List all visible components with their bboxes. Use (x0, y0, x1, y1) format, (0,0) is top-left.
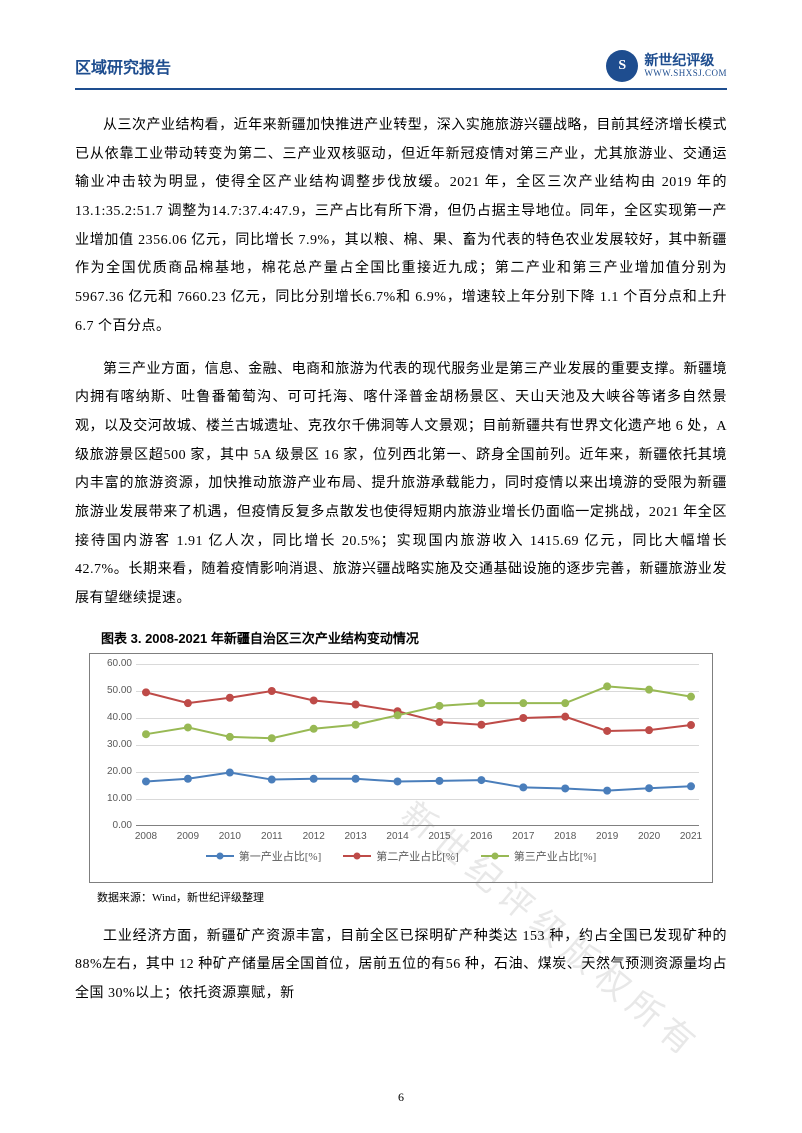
legend-item: 第二产业占比[%] (343, 848, 459, 864)
chart-marker (477, 720, 485, 728)
y-tick-label: 60.00 (98, 658, 132, 669)
paragraph-2: 第三产业方面，信息、金融、电商和旅游为代表的现代服务业是第三产业发展的重要支撑。… (75, 356, 727, 614)
chart-marker (687, 782, 695, 790)
chart-marker (352, 720, 360, 728)
x-tick-label: 2019 (596, 831, 618, 842)
x-tick-label: 2015 (428, 831, 450, 842)
chart-marker (394, 777, 402, 785)
chart-marker (435, 777, 443, 785)
chart-marker (352, 700, 360, 708)
x-tick-label: 2009 (177, 831, 199, 842)
legend-line-icon (206, 855, 234, 857)
y-tick-label: 30.00 (98, 739, 132, 750)
y-tick-label: 0.00 (98, 820, 132, 831)
chart-marker (687, 721, 695, 729)
chart-marker (226, 768, 234, 776)
figure-title: 图表 3. 2008-2021 年新疆自治区三次产业结构变动情况 (75, 628, 727, 647)
legend-item: 第三产业占比[%] (481, 848, 597, 864)
legend-marker-icon (491, 852, 498, 859)
logo-url: WWW.SHXSJ.COM (644, 69, 727, 79)
page-number: 6 (398, 1090, 404, 1105)
chart-marker (519, 783, 527, 791)
paragraph-3: 工业经济方面，新疆矿产资源丰富，目前全区已探明矿产种类达 153 种，约占全国已… (75, 923, 727, 1009)
chart-marker (268, 734, 276, 742)
page-header: 区域研究报告 S 新世纪评级 WWW.SHXSJ.COM (75, 50, 727, 90)
chart-container: 0.00 10.00 20.00 30.00 40.00 50.00 60.00 2008 20… (89, 653, 713, 883)
chart-legend: 第一产业占比[%] 第二产业占比[%] 第三产业占比[%] (98, 848, 704, 864)
chart-marker (352, 774, 360, 782)
header-logo: S 新世纪评级 WWW.SHXSJ.COM (606, 50, 727, 82)
x-tick-label: 2012 (303, 831, 325, 842)
chart-marker (519, 714, 527, 722)
x-tick-label: 2018 (554, 831, 576, 842)
x-tick-label: 2016 (470, 831, 492, 842)
chart-marker (645, 726, 653, 734)
chart-marker (477, 776, 485, 784)
logo-text: 新世纪评级 (644, 53, 727, 68)
chart-marker (226, 733, 234, 741)
chart-svg (136, 664, 701, 826)
legend-item: 第一产业占比[%] (206, 848, 322, 864)
y-tick-label: 20.00 (98, 766, 132, 777)
y-tick-label: 40.00 (98, 712, 132, 723)
chart-marker (268, 687, 276, 695)
legend-label: 第一产业占比[%] (239, 848, 322, 864)
chart-marker (310, 724, 318, 732)
y-tick-label: 50.00 (98, 685, 132, 696)
chart-marker (184, 723, 192, 731)
header-title: 区域研究报告 (75, 54, 171, 78)
chart-marker (310, 696, 318, 704)
x-tick-label: 2021 (680, 831, 702, 842)
chart-marker (687, 692, 695, 700)
chart-marker (519, 699, 527, 707)
y-tick-label: 10.00 (98, 793, 132, 804)
chart-marker (645, 685, 653, 693)
chart-marker (226, 693, 234, 701)
legend-marker-icon (216, 852, 223, 859)
x-tick-label: 2011 (261, 831, 283, 842)
chart-marker (561, 712, 569, 720)
legend-label: 第二产业占比[%] (376, 848, 459, 864)
x-tick-label: 2014 (386, 831, 408, 842)
chart-marker (142, 688, 150, 696)
legend-marker-icon (354, 852, 361, 859)
x-tick-label: 2010 (219, 831, 241, 842)
chart-source: 数据来源：Wind，新世纪评级整理 (75, 889, 727, 905)
chart-marker (142, 730, 150, 738)
x-tick-label: 2008 (135, 831, 157, 842)
chart-marker (603, 727, 611, 735)
legend-label: 第三产业占比[%] (514, 848, 597, 864)
chart-marker (603, 786, 611, 794)
x-tick-label: 2013 (344, 831, 366, 842)
chart-marker (310, 774, 318, 782)
x-tick-label: 2017 (512, 831, 534, 842)
chart-marker (477, 699, 485, 707)
chart-marker (561, 784, 569, 792)
chart-marker (268, 775, 276, 783)
chart-marker (645, 784, 653, 792)
chart-marker (394, 711, 402, 719)
page: 区域研究报告 S 新世纪评级 WWW.SHXSJ.COM 从三次产业结构看，近年… (0, 0, 802, 1133)
chart-marker (184, 699, 192, 707)
legend-line-icon (481, 855, 509, 857)
chart-marker (435, 718, 443, 726)
x-tick-label: 2020 (638, 831, 660, 842)
chart-marker (435, 702, 443, 710)
paragraph-1: 从三次产业结构看，近年来新疆加快推进产业转型，深入实施旅游兴疆战略，目前其经济增… (75, 112, 727, 342)
chart-marker (603, 682, 611, 690)
logo-icon: S (606, 50, 638, 82)
chart-marker (142, 777, 150, 785)
chart-marker (561, 699, 569, 707)
chart-marker (184, 774, 192, 782)
logo-text-wrap: 新世纪评级 WWW.SHXSJ.COM (644, 53, 727, 78)
chart-plot: 0.0010.0020.0030.0040.0050.0060.00200820… (98, 664, 704, 844)
legend-line-icon (343, 855, 371, 857)
